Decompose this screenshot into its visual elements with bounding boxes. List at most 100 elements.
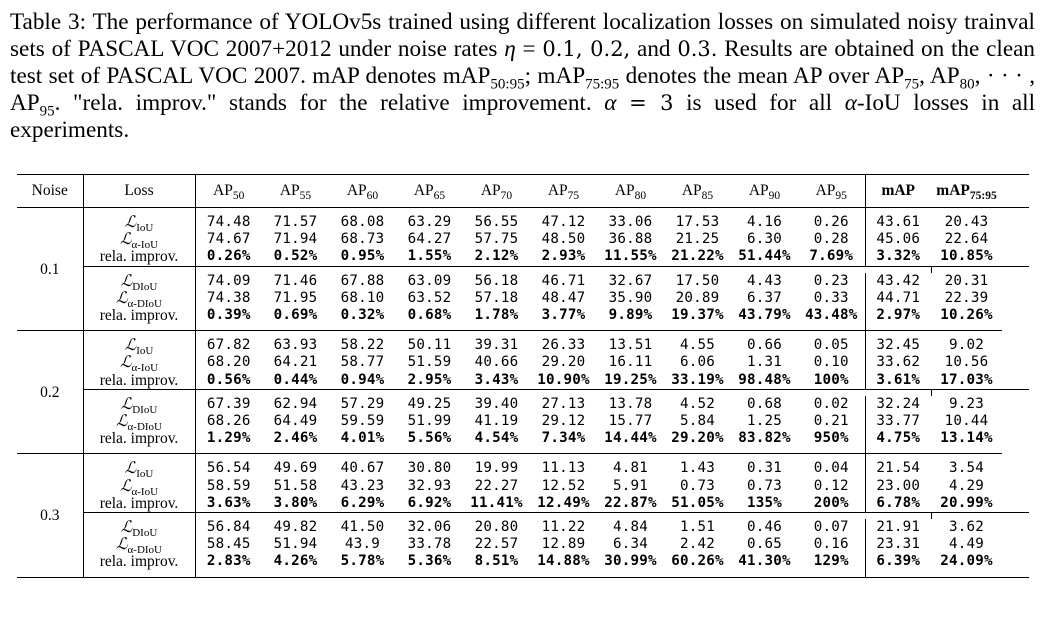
noise-values: 0.1, 0.2, (542, 37, 631, 61)
ap-value-cell: 40.67 (340, 460, 385, 477)
ap-value-cell: 0.68% (407, 307, 452, 324)
header-ap: AP60 (346, 182, 379, 203)
ap-value-cell: 33.19% (671, 371, 724, 388)
ap-value-cell: 63.09 (407, 272, 452, 289)
loss-cell: ℒIoU (83, 214, 196, 235)
loss-cell: ℒIoU (83, 460, 196, 480)
ap-value-cell: 56.84 (206, 519, 251, 536)
table-row: rela. improv. 0.26% 0.52% 0.95% 1.55% 2.12% 2.… (17, 248, 1029, 267)
table-row: ℒDIoU 67.39 62.94 57.29 49.25 39.40 27.13 13.78… (17, 395, 1029, 416)
loss-cell: rela. improv. (83, 553, 196, 571)
loss-cell: rela. improv. (83, 371, 196, 390)
loss-symbol: ℒα-IoU (119, 231, 159, 252)
ap-value-cell: 14.88% (537, 553, 590, 570)
noise-rate-cell: 0.1 (17, 214, 84, 325)
ap-value-cell: 2.12% (474, 248, 519, 265)
ap-value-cell: 0.12 (798, 477, 866, 495)
header-ap: AP65 (413, 182, 446, 203)
header-ap: AP75 (547, 182, 580, 203)
ap-value-cell: 64.21 (273, 354, 318, 371)
ap-value-cell: 71.94 (273, 231, 318, 248)
map-value-cell: 21.54 (876, 460, 921, 477)
table-row: 0.3 ℒIoU 56.54 49.69 40.67 30.80 19.99 11.13 4.8… (17, 460, 1029, 571)
ap-value-cell: 7.69% (798, 248, 866, 267)
ap-value-cell: 1.51 (680, 519, 715, 536)
map75-value-cell: 20.43 (944, 214, 989, 230)
loss-symbol: ℒα-DIoU (115, 289, 162, 310)
ap-value-cell: 3.43% (474, 371, 519, 388)
spacer-row (17, 331, 1029, 338)
ap80-sub: 80 (959, 76, 975, 93)
map75-sub: 75:95 (585, 76, 620, 93)
ap-value-cell: 51.59 (407, 354, 452, 371)
ap-value-cell: 0.44% (273, 371, 318, 388)
ap-value-cell: 1.29% (206, 430, 251, 447)
ap-value-cell: 15.77 (608, 413, 653, 430)
map-value-cell: 6.78% (876, 494, 921, 511)
loss-symbol: ℒα-DIoU (115, 536, 162, 557)
ap-value-cell: 7.34% (541, 430, 586, 447)
ap-value-cell: 1.78% (474, 307, 519, 324)
map75-value-cell: 20.31 (944, 272, 989, 289)
ap-value-cell: 0.05 (798, 337, 866, 355)
ap-value-cell: 46.71 (541, 272, 586, 289)
ap-value-cell: 67.39 (206, 395, 251, 412)
ap-value-cell: 29.12 (541, 413, 586, 430)
ap-value-cell: 5.56% (407, 430, 452, 447)
caption-text-7: is used for all (686, 90, 833, 116)
ap-value-cell: 58.22 (340, 337, 385, 354)
ap-value-cell: 43.48% (798, 307, 866, 325)
map75-value-cell: 13.14% (940, 430, 993, 447)
ap-value-cell: 16.11 (608, 354, 653, 371)
loss-symbol: ℒIoU (124, 214, 154, 235)
ap-value-cell: 19.99 (474, 460, 519, 477)
header-ap: AP50 (213, 182, 245, 203)
loss-cell: rela. improv. (83, 494, 196, 513)
ap-value-cell: 57.29 (340, 395, 385, 412)
alpha-value: = 3 (629, 91, 674, 115)
ap-value-cell: 12.89 (541, 536, 586, 553)
ap-value-cell: 19.25% (604, 371, 657, 388)
ap-value-cell: 13.51 (608, 337, 653, 354)
map75-value-cell: 9.23 (949, 395, 984, 412)
ap-value-cell: 11.55% (604, 248, 657, 265)
ap-value-cell: 0.52% (273, 248, 318, 265)
ap-value-cell: 0.65 (747, 536, 782, 553)
ap-value-cell: 32.93 (407, 477, 452, 494)
map75-value-cell: 3.54 (949, 460, 984, 477)
map-value-cell: 32.24 (876, 395, 921, 412)
table-label: Table 3: (10, 9, 87, 35)
ap-value-cell: 74.09 (206, 272, 251, 289)
spacer-row (17, 207, 1029, 214)
ap-value-cell: 67.82 (206, 337, 251, 354)
ap-value-cell: 71.46 (273, 272, 318, 289)
ap-value-cell: 6.29% (340, 494, 385, 511)
ap-value-cell: 11.41% (470, 494, 523, 511)
ap-value-cell: 4.81 (613, 460, 648, 477)
map-value-cell: 21.91 (876, 519, 921, 536)
ap-value-cell: 4.52 (680, 395, 715, 412)
ap-value-cell: 0.56% (206, 371, 251, 388)
ap-value-cell: 43.9 (345, 536, 380, 553)
ap-value-cell: 21.25 (675, 231, 720, 248)
ap-value-cell: 0.73 (747, 477, 782, 494)
ap-value-cell: 0.68 (747, 395, 782, 412)
ap-value-cell: 32.67 (608, 272, 653, 289)
group-rule (17, 330, 1029, 332)
ap-value-cell: 0.32% (340, 307, 385, 324)
ap-value-cell: 1.25 (747, 413, 782, 430)
map75-value-cell: 10.44 (944, 413, 989, 430)
header-ap: AP70 (480, 182, 513, 203)
block-separator (17, 265, 1029, 273)
map75-value-cell: 24.09% (940, 553, 993, 570)
table-row: ℒDIoU 74.09 71.46 67.88 63.09 56.18 46.71 32.67… (17, 272, 1029, 292)
loss-cell: ℒDIoU (83, 395, 196, 416)
loss-cell: ℒα-IoU (83, 477, 196, 497)
map75-value-cell: 20.99% (940, 494, 993, 511)
ap-value-cell: 68.73 (340, 231, 385, 248)
header-map: mAP (881, 182, 916, 200)
ap-value-cell: 49.82 (273, 519, 318, 536)
map-value-cell: 33.62 (876, 354, 921, 371)
ap-value-cell: 2.42 (680, 536, 715, 553)
ap-value-cell: 27.13 (541, 395, 586, 412)
